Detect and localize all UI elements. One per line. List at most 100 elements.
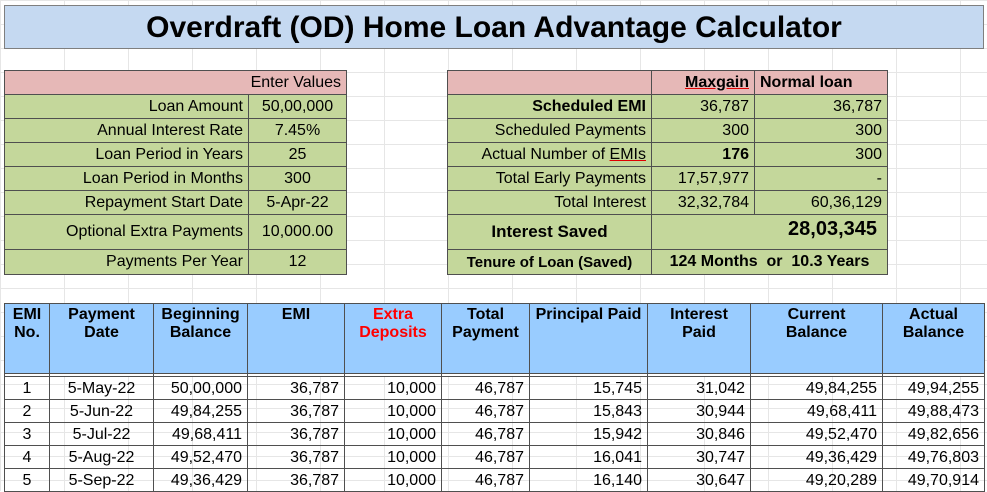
maxgain-column-header: Maxgain: [651, 70, 755, 95]
interest-saved-label: Interest Saved: [447, 214, 652, 250]
table-row: 4 5-Aug-22 49,52,470 36,787 10,000 46,787 16,0…: [4, 445, 985, 469]
normal-value: 36,787: [754, 94, 888, 119]
beginning-balance-cell: 49,52,470: [153, 445, 248, 469]
emi-no-cell: 2: [4, 399, 50, 423]
beginning-balance-cell: 49,68,411: [153, 422, 248, 446]
payment-date-cell: 5-May-22: [49, 376, 154, 400]
principal-paid-cell: 16,140: [529, 468, 648, 492]
comparison-row-early-payments: Total Early Payments 17,57,977 -: [447, 166, 888, 191]
total-payment-cell: 46,787: [441, 376, 530, 400]
maxgain-value: 36,787: [651, 94, 755, 119]
maxgain-value: 32,32,784: [651, 190, 755, 215]
col-header-beginning-balance: Beginning Balance: [153, 303, 248, 374]
payment-date-cell: 5-Jun-22: [49, 399, 154, 423]
input-label: Annual Interest Rate: [4, 118, 249, 143]
table-row: 1 5-May-22 50,00,000 36,787 10,000 46,787 15,7…: [4, 376, 985, 400]
extra-deposit-cell: 10,000: [344, 376, 442, 400]
interest-paid-cell: 30,747: [647, 445, 751, 469]
page-title: Overdraft (OD) Home Loan Advantage Calcu…: [4, 5, 984, 49]
interest-saved-value: 28,03,345: [651, 214, 888, 250]
period-months-value: 300: [247, 166, 348, 191]
current-balance-cell: 49,84,255: [750, 376, 883, 400]
input-row-period-years: Loan Period in Years 25: [4, 142, 348, 167]
emi-cell: 36,787: [247, 468, 345, 492]
input-label: Optional Extra Payments: [4, 214, 249, 250]
principal-paid-cell: 15,843: [529, 399, 648, 423]
schedule-body: 1 5-May-22 50,00,000 36,787 10,000 46,787 15,7…: [4, 376, 985, 492]
loan-amount-field[interactable]: 50,00,000: [247, 94, 348, 119]
actual-balance-cell: 49,70,914: [882, 468, 985, 492]
actual-balance-cell: 49,88,473: [882, 399, 985, 423]
actual-balance-cell: 49,82,656: [882, 422, 985, 446]
comparison-table: Maxgain Normal loan Scheduled EMI 36,787…: [447, 70, 888, 275]
normal-value: 60,36,129: [754, 190, 888, 215]
col-header-emi: EMI: [247, 303, 345, 374]
input-row-payments-per-year: Payments Per Year 12: [4, 249, 348, 275]
beginning-balance-cell: 49,36,429: [153, 468, 248, 492]
interest-paid-cell: 30,647: [647, 468, 751, 492]
col-header-total-payment: Total Payment: [441, 303, 530, 374]
emi-no-cell: 4: [4, 445, 50, 469]
maxgain-value: 176: [651, 142, 755, 167]
col-header-principal-paid: Principal Paid: [529, 303, 648, 374]
amortization-table: EMI No. Payment Date Beginning Balance E…: [4, 303, 985, 492]
comparison-row-scheduled-emi: Scheduled EMI 36,787 36,787: [447, 94, 888, 119]
input-label: Payments Per Year: [4, 249, 249, 275]
emi-cell: 36,787: [247, 399, 345, 423]
input-row-interest-rate: Annual Interest Rate 7.45%: [4, 118, 348, 143]
normal-value: 300: [754, 118, 888, 143]
interest-paid-cell: 30,846: [647, 422, 751, 446]
input-values-header: Enter Values: [3, 70, 348, 95]
payment-date-cell: 5-Jul-22: [49, 422, 154, 446]
col-header-extra-deposits: Extra Deposits: [344, 303, 442, 374]
interest-paid-cell: 30,944: [647, 399, 751, 423]
tenure-label: Tenure of Loan (Saved): [447, 249, 652, 275]
principal-paid-cell: 15,745: [529, 376, 648, 400]
period-years-field[interactable]: 25: [247, 142, 348, 167]
emi-no-cell: 3: [4, 422, 50, 446]
comparison-header-blank: [447, 70, 652, 95]
total-payment-cell: 46,787: [441, 468, 530, 492]
actual-balance-cell: 49,94,255: [882, 376, 985, 400]
start-date-field[interactable]: 5-Apr-22: [247, 190, 348, 215]
extra-deposit-cell: 10,000: [344, 468, 442, 492]
payments-per-year-field[interactable]: 12: [247, 249, 348, 275]
comparison-label: Scheduled Payments: [447, 118, 652, 143]
emi-cell: 36,787: [247, 376, 345, 400]
col-header-emi-no: EMI No.: [4, 303, 50, 374]
total-payment-cell: 46,787: [441, 445, 530, 469]
current-balance-cell: 49,36,429: [750, 445, 883, 469]
comparison-label: Actual Number of EMIs: [447, 142, 652, 167]
payment-date-cell: 5-Aug-22: [49, 445, 154, 469]
emi-cell: 36,787: [247, 445, 345, 469]
principal-paid-cell: 16,041: [529, 445, 648, 469]
extra-deposit-cell: 10,000: [344, 445, 442, 469]
col-header-interest-paid: Interest Paid: [647, 303, 751, 374]
normal-value: -: [754, 166, 888, 191]
normal-loan-column-header: Normal loan: [754, 70, 888, 95]
beginning-balance-cell: 49,84,255: [153, 399, 248, 423]
current-balance-cell: 49,68,411: [750, 399, 883, 423]
comparison-label: Total Early Payments: [447, 166, 652, 191]
input-row-period-months: Loan Period in Months 300: [4, 166, 348, 191]
col-header-actual-balance: Actual Balance: [882, 303, 985, 374]
current-balance-cell: 49,20,289: [750, 468, 883, 492]
beginning-balance-cell: 50,00,000: [153, 376, 248, 400]
current-balance-cell: 49,52,470: [750, 422, 883, 446]
input-label: Loan Amount: [4, 94, 249, 119]
input-row-extra-payments: Optional Extra Payments 10,000.00: [4, 214, 348, 250]
emi-cell: 36,787: [247, 422, 345, 446]
comparison-row-actual-emis: Actual Number of EMIs 176 300: [447, 142, 888, 167]
col-header-current-balance: Current Balance: [750, 303, 883, 374]
maxgain-value: 17,57,977: [651, 166, 755, 191]
input-label: Loan Period in Months: [4, 166, 249, 191]
tenure-row: Tenure of Loan (Saved) 124 Months or 10.…: [447, 249, 888, 275]
interest-rate-field[interactable]: 7.45%: [247, 118, 348, 143]
table-row: 5 5-Sep-22 49,36,429 36,787 10,000 46,787 16,1…: [4, 468, 985, 492]
extra-payments-field[interactable]: 10,000.00: [247, 214, 348, 250]
comparison-row-total-interest: Total Interest 32,32,784 60,36,129: [447, 190, 888, 215]
interest-saved-row: Interest Saved 28,03,345: [447, 214, 888, 250]
input-row-start-date: Repayment Start Date 5-Apr-22: [4, 190, 348, 215]
interest-paid-cell: 31,042: [647, 376, 751, 400]
emi-no-cell: 1: [4, 376, 50, 400]
